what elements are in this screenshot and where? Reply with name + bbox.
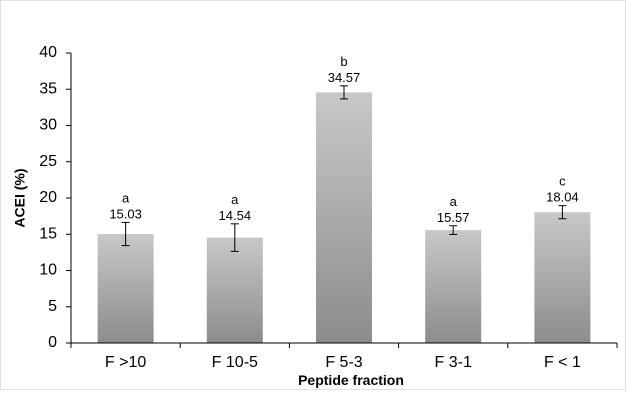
significance-letter: a <box>450 194 458 209</box>
x-tick-label: F >10 <box>105 354 146 371</box>
x-tick-label: F 5-3 <box>325 354 362 371</box>
x-tick-label: F 3-1 <box>435 354 472 371</box>
x-tick-label: F < 1 <box>544 354 581 371</box>
data-label: 15.57 <box>437 210 470 225</box>
x-axis-label: Peptide fraction <box>298 372 404 388</box>
y-tick-label: 10 <box>39 262 57 279</box>
significance-letter: a <box>122 190 130 205</box>
y-tick-label: 25 <box>39 153 57 170</box>
y-tick-label: 35 <box>39 80 57 97</box>
x-tick-label: F 10-5 <box>212 354 258 371</box>
bar <box>425 230 482 343</box>
y-axis-label: ACEI (%) <box>12 168 28 227</box>
y-tick-label: 20 <box>39 189 57 206</box>
bar <box>534 212 591 343</box>
significance-letter: c <box>559 174 566 189</box>
y-tick-label: 0 <box>48 334 57 351</box>
bar <box>206 237 263 343</box>
data-label: 34.57 <box>328 70 361 85</box>
y-tick-label: 5 <box>48 298 57 315</box>
data-label: 14.54 <box>219 208 252 223</box>
y-tick-label: 40 <box>39 44 57 61</box>
data-label: 18.04 <box>546 190 579 205</box>
significance-letter: b <box>340 54 347 69</box>
data-label: 15.03 <box>109 206 142 221</box>
y-tick-label: 15 <box>39 225 57 242</box>
significance-letter: a <box>231 192 239 207</box>
bar <box>316 92 372 344</box>
y-tick-label: 30 <box>39 117 57 134</box>
bar <box>97 234 154 343</box>
